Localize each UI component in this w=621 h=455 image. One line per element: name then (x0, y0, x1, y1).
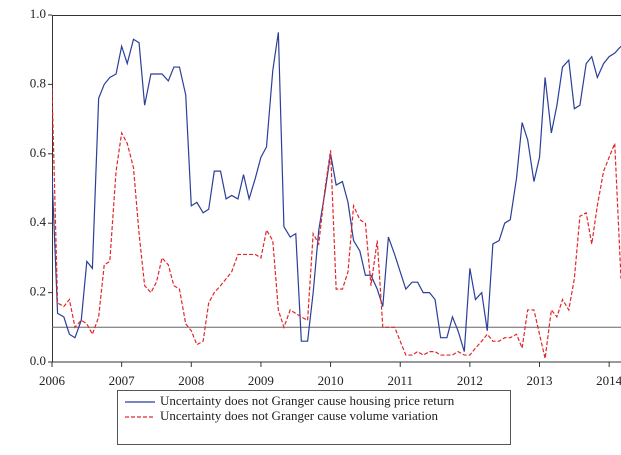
y-tick-label: 1.0 (30, 6, 46, 21)
y-tick-label: 0.8 (30, 75, 46, 90)
y-tick-label: 0.6 (30, 145, 47, 160)
plot-frame (52, 15, 621, 363)
y-tick-label: 0.2 (30, 284, 46, 299)
x-tick-label: 2012 (457, 373, 483, 388)
x-tick-label: 2013 (527, 373, 553, 388)
y-tick-label: 0.4 (30, 214, 47, 229)
x-tick-label: 2014 (596, 373, 621, 388)
x-tick-label: 2008 (178, 373, 204, 388)
x-tick-label: 2010 (318, 373, 344, 388)
x-tick-label: 2011 (387, 373, 413, 388)
x-tick-label: 2009 (248, 373, 274, 388)
x-tick-label: 2007 (109, 373, 136, 388)
plot-area (52, 32, 621, 359)
series-line (52, 32, 621, 352)
x-tick-label: 2006 (39, 373, 66, 388)
legend-label: Uncertainty does not Granger cause housi… (160, 393, 455, 408)
series-line (52, 87, 621, 359)
legend-box (117, 390, 511, 445)
y-tick-label: 0.0 (30, 353, 46, 368)
legend-label: Uncertainty does not Granger cause volum… (160, 408, 438, 423)
